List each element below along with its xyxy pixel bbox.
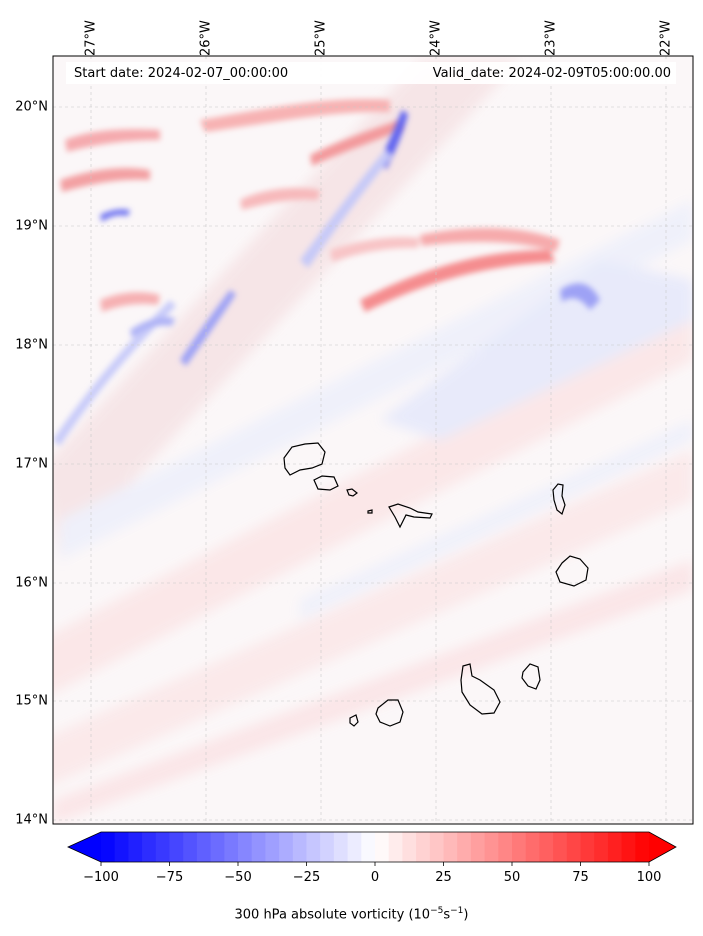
- colorbar-step: [265, 832, 280, 862]
- island-outlines: [283, 442, 589, 727]
- colorbar-label: 300 hPa absolute vorticity (10−5s−1): [234, 906, 469, 923]
- island-santa-luzia: [346, 488, 358, 497]
- lon-label-23w: 23°W: [543, 20, 559, 56]
- colorbar-step: [512, 832, 527, 862]
- lat-label-15n: 15°N: [15, 693, 48, 709]
- island-maio: [521, 663, 541, 690]
- colorbar-step: [347, 832, 362, 862]
- colorbar-step: [484, 832, 499, 862]
- colorbar-tick: 75: [572, 870, 589, 885]
- island-branco: [367, 509, 373, 514]
- lat-label-17n: 17°N: [15, 456, 48, 472]
- island-sao-vicente: [313, 475, 339, 491]
- vorticity-field: [53, 56, 693, 824]
- colorbar-step: [251, 832, 266, 862]
- colorbar-tick: 25: [435, 870, 452, 885]
- colorbar-step: [279, 832, 294, 862]
- colorbar-tick: 50: [503, 870, 521, 885]
- valid-date-label: Valid_date: 2024-02-09T05:00:00.00: [432, 66, 671, 81]
- colorbar-step: [224, 832, 239, 862]
- colorbar-tick: −25: [292, 870, 321, 885]
- island-sal: [552, 483, 566, 516]
- lon-label-24w: 24°W: [428, 20, 444, 56]
- colorbar: [67, 831, 677, 866]
- island-boa-vista: [555, 555, 589, 587]
- gridlines: [53, 56, 693, 824]
- colorbar-step: [607, 832, 623, 862]
- island-sao-nicolau: [388, 503, 433, 529]
- colorbar-step: [429, 832, 444, 862]
- lon-label-26w: 26°W: [198, 20, 214, 56]
- colorbar-step: [621, 832, 636, 862]
- colorbar-tick: 100: [636, 870, 662, 885]
- colorbar-step: [101, 832, 116, 862]
- colorbar-step: [169, 832, 184, 862]
- colorbar-step: [566, 832, 581, 862]
- colorbar-step: [210, 832, 225, 862]
- colorbar-step: [142, 832, 157, 862]
- colorbar-step: [553, 832, 568, 862]
- lat-label-19n: 19°N: [15, 218, 48, 234]
- lat-label-14n: 14°N: [15, 812, 48, 828]
- colorbar-step: [155, 832, 170, 862]
- lon-label-25w: 25°W: [313, 20, 329, 56]
- date-header-box: [66, 62, 676, 84]
- colorbar-tick: 0: [370, 870, 380, 885]
- colorbar-tick: −75: [155, 870, 184, 885]
- colorbar-step: [196, 832, 212, 862]
- colorbar-step: [443, 832, 458, 862]
- colorbar-max-extend: [649, 832, 676, 862]
- colorbar-step: [416, 832, 431, 862]
- colorbar-step: [457, 832, 472, 862]
- start-date-label: Start date: 2024-02-07_00:00:00: [74, 66, 289, 81]
- colorbar-tick: −50: [224, 870, 252, 885]
- island-fogo: [375, 699, 404, 727]
- colorbar-step: [580, 832, 595, 862]
- colorbar-step: [361, 832, 376, 862]
- colorbar-step: [320, 832, 335, 862]
- island-santo-antao: [283, 442, 326, 476]
- colorbar-step: [128, 832, 143, 862]
- colorbar-step: [238, 832, 253, 862]
- colorbar-step: [498, 832, 513, 862]
- map-frame: [52, 55, 694, 825]
- colorbar-step: [306, 832, 321, 862]
- colorbar-step: [183, 832, 198, 862]
- colorbar-step: [635, 832, 650, 862]
- lat-label-18n: 18°N: [15, 337, 48, 353]
- colorbar-step: [114, 832, 129, 862]
- colorbar-step: [594, 832, 609, 862]
- colorbar-tick: −100: [83, 870, 119, 885]
- lat-label-16n: 16°N: [15, 575, 48, 591]
- lon-label-27w: 27°W: [83, 20, 99, 56]
- island-brava: [349, 714, 359, 727]
- colorbar-step: [402, 832, 417, 862]
- colorbar-step: [539, 832, 554, 862]
- colorbar-step: [375, 832, 390, 862]
- lon-label-22w: 22°W: [658, 20, 674, 56]
- colorbar-step: [470, 832, 486, 862]
- colorbar-step: [333, 832, 349, 862]
- colorbar-step: [388, 832, 403, 862]
- colorbar-step: [292, 832, 307, 862]
- colorbar-step: [525, 832, 540, 862]
- island-santiago: [460, 663, 501, 715]
- colorbar-min-extend: [68, 832, 101, 862]
- lat-label-20n: 20°N: [15, 99, 48, 115]
